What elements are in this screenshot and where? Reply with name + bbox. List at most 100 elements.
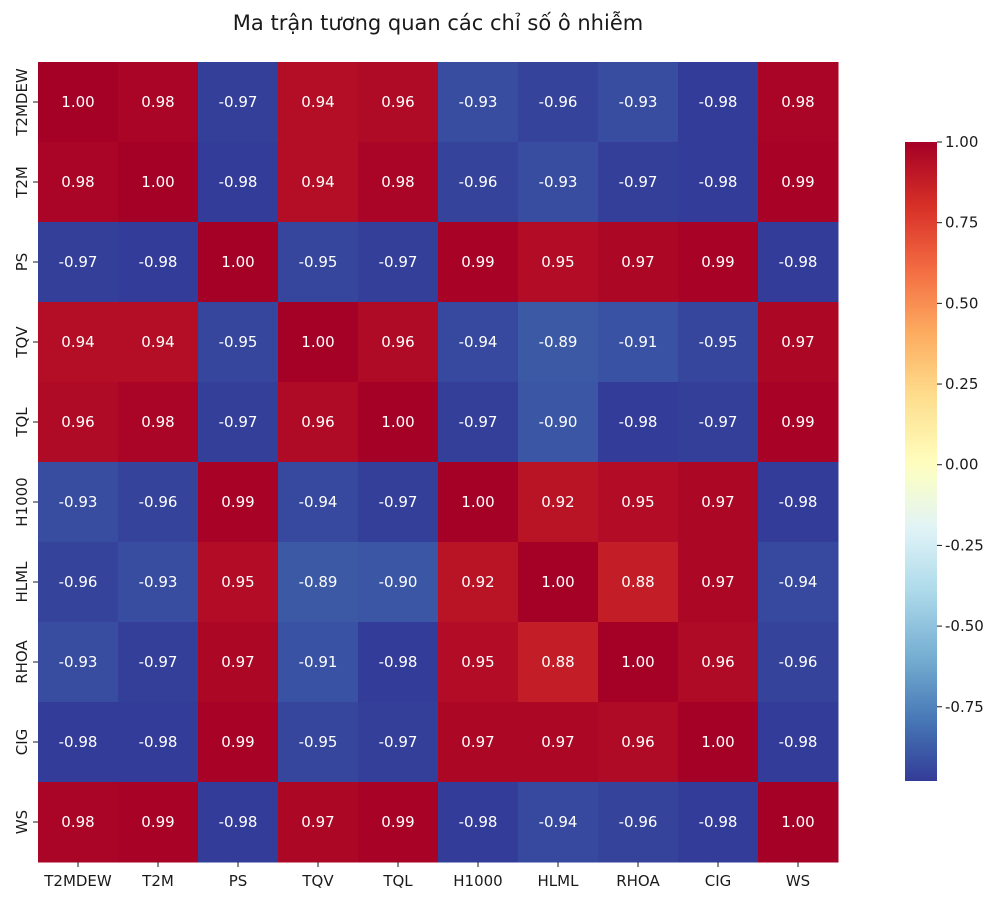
- heatmap-cell-HLML-HLML: [518, 542, 599, 623]
- heatmap-cell-RHOA-T2MDEW: [38, 622, 119, 703]
- heatmap-cell-T2M-TQV: [278, 142, 359, 223]
- heatmap-cell-HLML-RHOA: [598, 542, 679, 623]
- heatmap-cell-PS-HLML: [518, 222, 599, 303]
- heatmap-cell-WS-PS: [198, 782, 279, 863]
- heatmap-cell-HLML-T2M: [118, 542, 199, 623]
- heatmap-cell-TQL-TQL: [358, 382, 439, 463]
- cell-value-label: 0.96: [701, 653, 734, 671]
- heatmap-cell-T2MDEW-T2MDEW: [38, 62, 119, 143]
- cell-value-label: 1.00: [781, 813, 814, 831]
- heatmap-cell-T2M-TQL: [358, 142, 439, 223]
- cell-value-label: -0.90: [539, 413, 578, 431]
- colorbar-tick-label: 0.00: [945, 456, 978, 474]
- cell-value-label: -0.97: [619, 173, 658, 191]
- x-tick-label-cig: CIG: [705, 872, 732, 890]
- cell-value-label: 0.96: [301, 413, 334, 431]
- heatmap-cell-H1000-WS: [758, 462, 839, 543]
- y-tick-label-rhoa: RHOA: [13, 640, 31, 684]
- cell-value-label: -0.96: [619, 813, 658, 831]
- heatmap-cell-HLML-WS: [758, 542, 839, 623]
- cell-value-label: -0.94: [779, 573, 818, 591]
- heatmap-cell-RHOA-TQL: [358, 622, 439, 703]
- cell-value-label: -0.95: [219, 333, 258, 351]
- heatmap-cell-H1000-PS: [198, 462, 279, 543]
- cell-value-label: -0.98: [779, 493, 818, 511]
- heatmap-cell-RHOA-RHOA: [598, 622, 679, 703]
- heatmap-cell-TQV-PS: [198, 302, 279, 383]
- cell-value-label: 0.95: [621, 493, 654, 511]
- heatmap-cell-RHOA-T2M: [118, 622, 199, 703]
- cell-value-label: -0.98: [699, 173, 738, 191]
- heatmap-cell-TQV-T2M: [118, 302, 199, 383]
- heatmap-cell-H1000-CIG: [678, 462, 759, 543]
- heatmap-cell-TQV-CIG: [678, 302, 759, 383]
- cell-value-label: 0.98: [61, 813, 94, 831]
- cell-value-label: -0.94: [299, 493, 338, 511]
- cell-value-label: 0.94: [301, 93, 334, 111]
- heatmap-cell-TQL-T2M: [118, 382, 199, 463]
- heatmap-cell-T2MDEW-TQV: [278, 62, 359, 143]
- heatmap-cell-H1000-T2M: [118, 462, 199, 543]
- heatmap-cell-CIG-TQL: [358, 702, 439, 783]
- cell-value-label: -0.96: [139, 493, 178, 511]
- cell-value-label: 1.00: [61, 93, 94, 111]
- cell-value-label: -0.95: [299, 253, 338, 271]
- cell-value-label: 0.95: [461, 653, 494, 671]
- cell-value-label: -0.98: [779, 733, 818, 751]
- heatmap-cell-H1000-TQV: [278, 462, 359, 543]
- cell-value-label: 0.99: [461, 253, 494, 271]
- heatmap-cell-TQL-PS: [198, 382, 279, 463]
- heatmap-cell-CIG-RHOA: [598, 702, 679, 783]
- y-tick-label-ps: PS: [13, 253, 31, 272]
- heatmap-cell-RHOA-WS: [758, 622, 839, 703]
- colorbar-tick-label: 0.25: [945, 375, 978, 393]
- cell-value-label: 0.96: [61, 413, 94, 431]
- colorbar-tick-label: -0.25: [945, 536, 984, 554]
- cell-value-label: 0.99: [701, 253, 734, 271]
- y-tick-label-ws: WS: [13, 810, 31, 834]
- heatmap-cell-PS-H1000: [438, 222, 519, 303]
- colorbar: 1.00 0.75 0.50 0.25 0.00 -0.25 -0.50 -0.75: [905, 133, 984, 781]
- cell-value-label: 1.00: [461, 493, 494, 511]
- cell-value-label: -0.98: [139, 253, 178, 271]
- cell-value-label: 0.98: [141, 413, 174, 431]
- cell-value-label: 0.97: [221, 653, 254, 671]
- y-tick-label-h1000: H1000: [13, 477, 31, 526]
- cell-value-label: 0.97: [781, 333, 814, 351]
- cell-value-label: 0.95: [541, 253, 574, 271]
- heatmap-cell-T2MDEW-CIG: [678, 62, 759, 143]
- heatmap-cell-PS-T2M: [118, 222, 199, 303]
- heatmap-cell-CIG-PS: [198, 702, 279, 783]
- heatmap-cell-PS-WS: [758, 222, 839, 303]
- cell-value-label: -0.95: [299, 733, 338, 751]
- cell-value-label: 0.88: [541, 653, 574, 671]
- heatmap-cell-PS-T2MDEW: [38, 222, 119, 303]
- cell-value-label: 0.97: [541, 733, 574, 751]
- heatmap-cell-T2M-RHOA: [598, 142, 679, 223]
- heatmap-cell-HLML-T2MDEW: [38, 542, 119, 623]
- heatmap-cell-T2MDEW-H1000: [438, 62, 519, 143]
- heatmap-cell-PS-TQV: [278, 222, 359, 303]
- cell-value-label: -0.98: [219, 173, 258, 191]
- heatmap-cell-CIG-H1000: [438, 702, 519, 783]
- heatmap-cell-TQV-TQL: [358, 302, 439, 383]
- cell-value-label: 0.99: [781, 413, 814, 431]
- cell-value-label: -0.98: [139, 733, 178, 751]
- cell-value-label: -0.98: [779, 253, 818, 271]
- cell-value-label: 0.99: [781, 173, 814, 191]
- cell-value-label: 0.94: [301, 173, 334, 191]
- heatmap-cell-HLML-PS: [198, 542, 279, 623]
- heatmap-cell-T2M-T2M: [118, 142, 199, 223]
- cell-value-label: -0.91: [619, 333, 658, 351]
- heatmap-cell-T2M-PS: [198, 142, 279, 223]
- cell-value-label: 1.00: [381, 413, 414, 431]
- cell-value-label: -0.93: [619, 93, 658, 111]
- colorbar-tick-label: 1.00: [945, 133, 978, 151]
- heatmap-cell-CIG-HLML: [518, 702, 599, 783]
- heatmap-cell-TQV-TQV: [278, 302, 359, 383]
- cell-value-label: -0.90: [379, 573, 418, 591]
- cell-value-label: 0.92: [541, 493, 574, 511]
- colorbar-tick-label: -0.50: [945, 617, 984, 635]
- x-tick-label-rhoa: RHOA: [616, 872, 660, 890]
- heatmap-cell-WS-RHOA: [598, 782, 679, 863]
